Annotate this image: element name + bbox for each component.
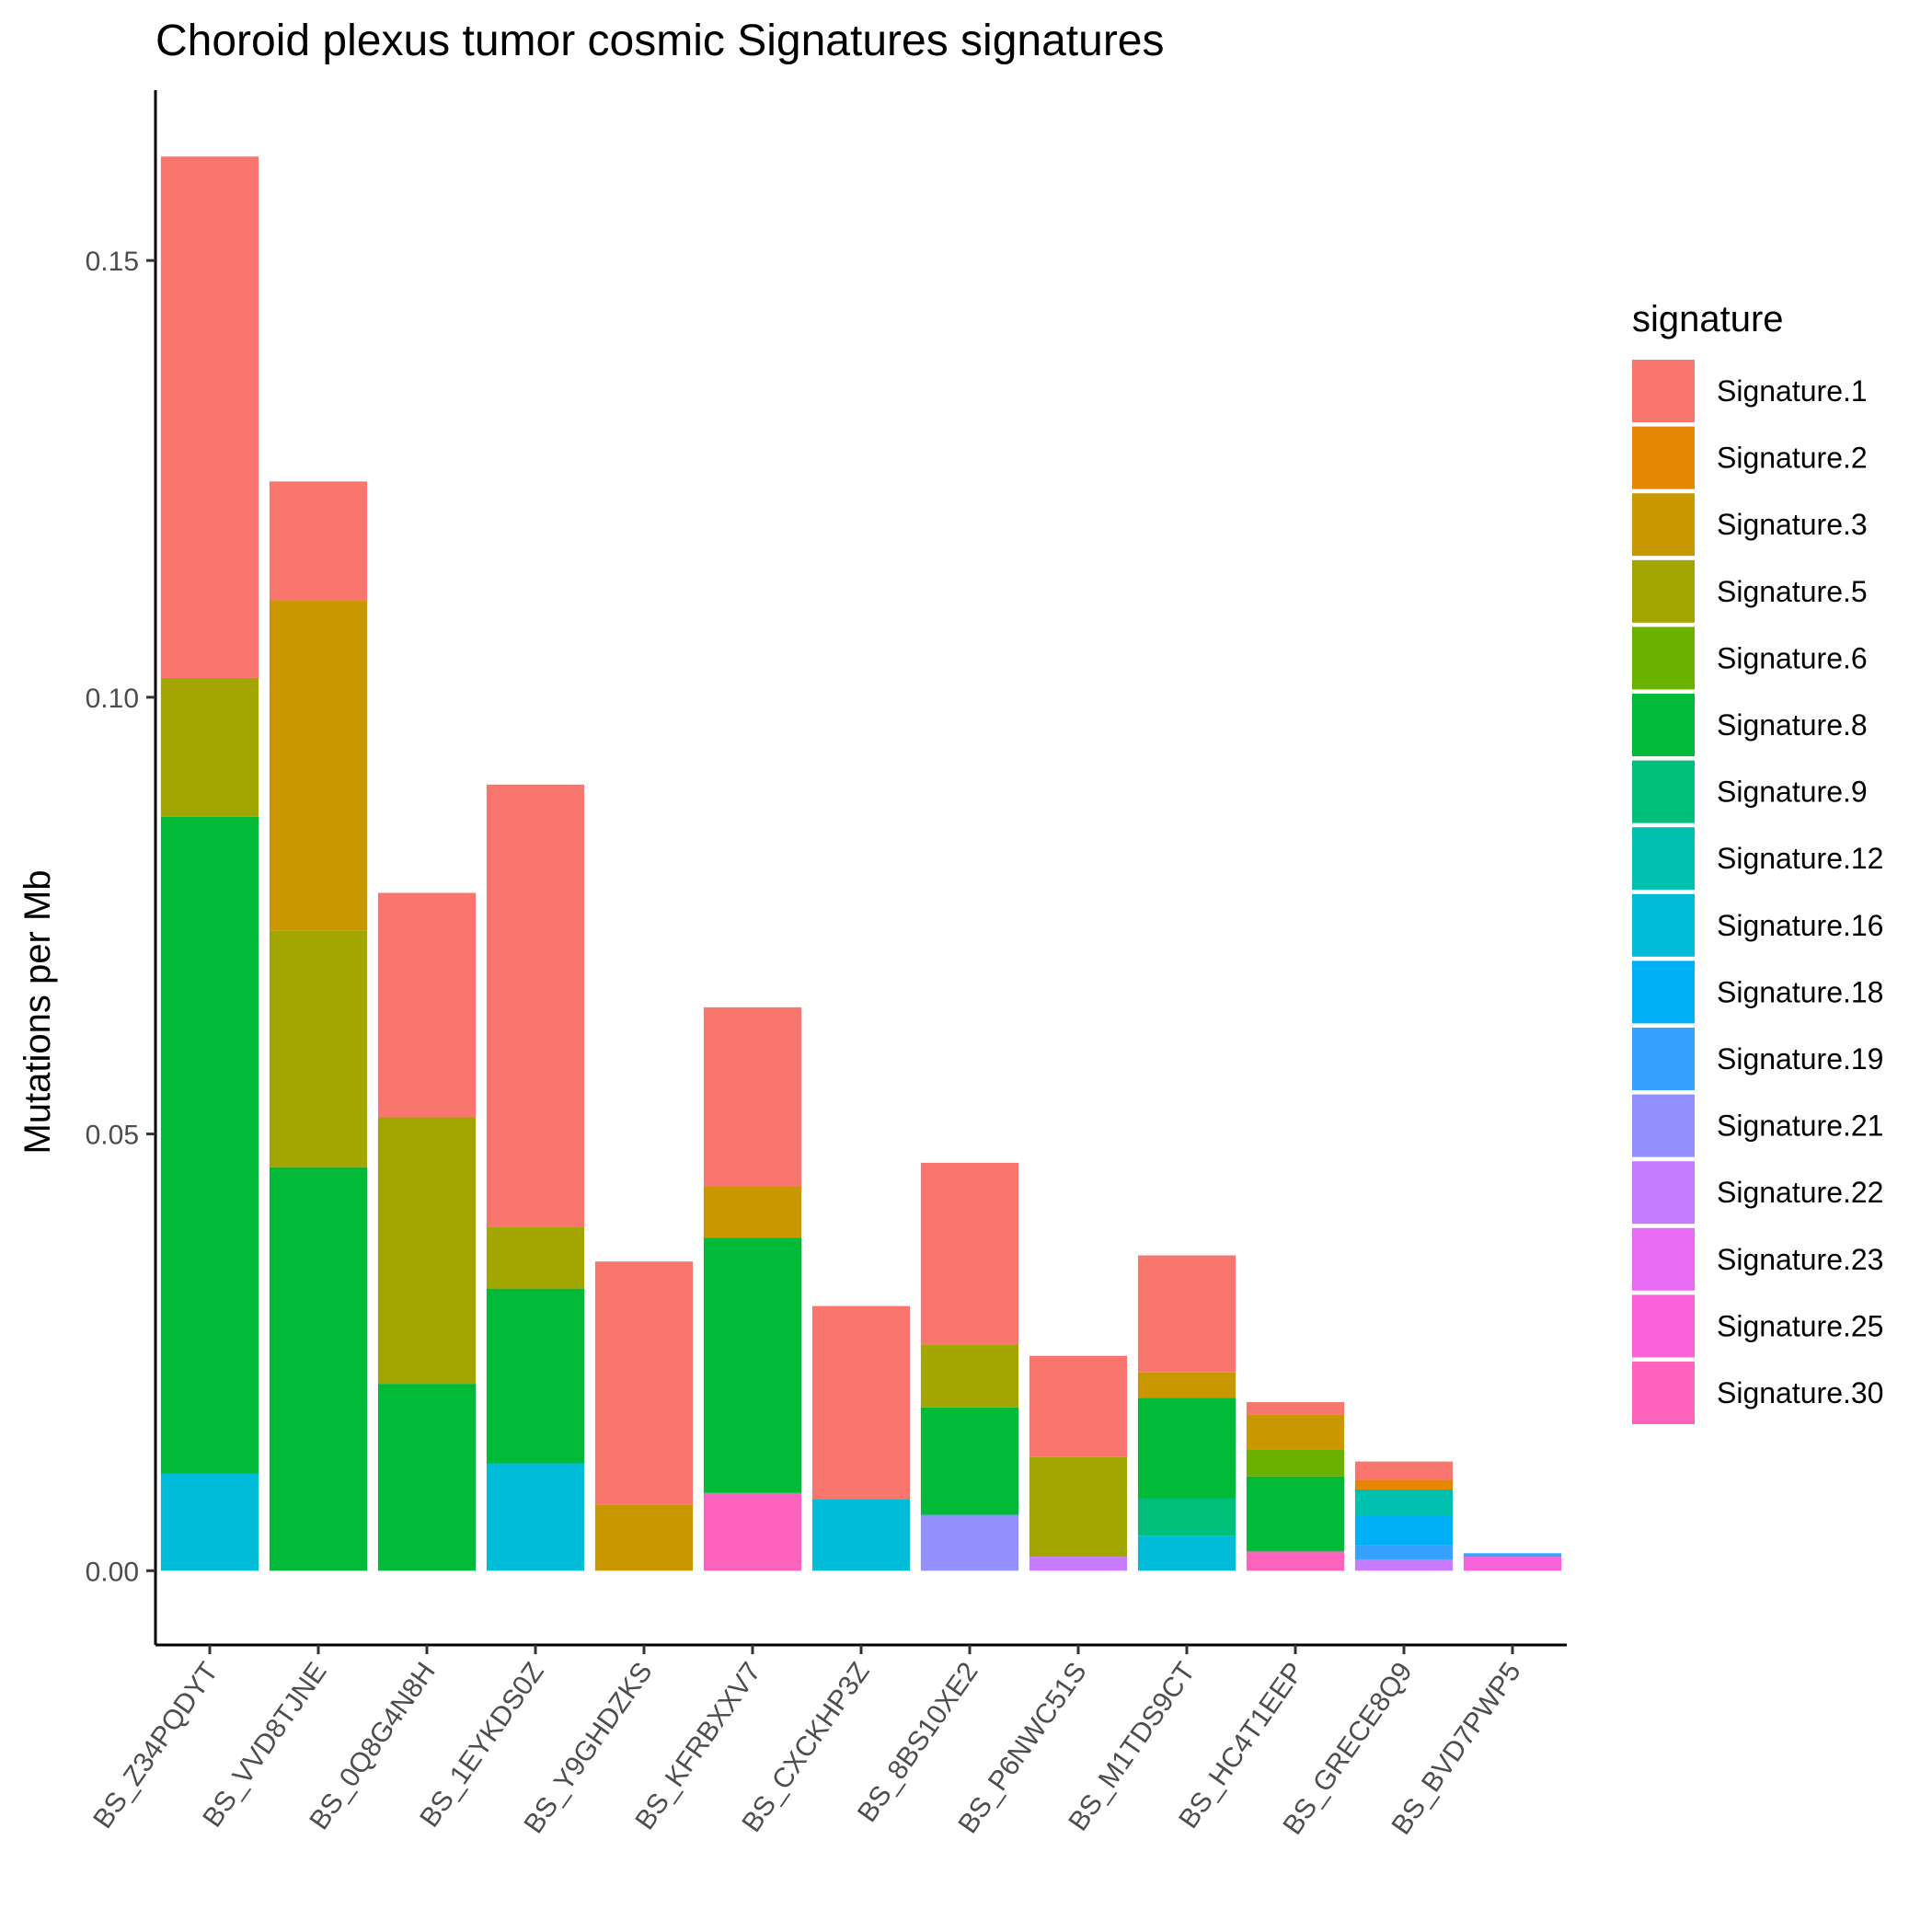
bar-segment-BS_HC4T1EEP-Signature.30 <box>1246 1551 1345 1571</box>
legend-key-Signature.12 <box>1632 827 1695 891</box>
legend-label: Signature.18 <box>1717 975 1883 1008</box>
bar-segment-BS_KFRBXXV7-Signature.30 <box>703 1492 802 1571</box>
y-axis-label: Mutations per Mb <box>17 869 58 1154</box>
bar-segment-BS_8BS10XE2-Signature.1 <box>920 1162 1019 1345</box>
bar-segment-BS_GRECE8Q9-Signature.2 <box>1354 1479 1454 1489</box>
bar-segment-BS_Z34PQDYT-Signature.5 <box>160 677 259 817</box>
bar-segment-BS_0Q8G4N8H-Signature.1 <box>377 892 477 1118</box>
bar-segment-BS_KFRBXXV7-Signature.1 <box>703 1006 802 1187</box>
legend-label: Signature.6 <box>1717 641 1868 674</box>
bar-segment-BS_Z34PQDYT-Signature.1 <box>160 156 259 678</box>
legend-key-Signature.6 <box>1632 627 1695 690</box>
legend-label: Signature.23 <box>1717 1243 1883 1276</box>
legend-key-Signature.5 <box>1632 559 1695 623</box>
legend-label: Signature.25 <box>1717 1309 1883 1342</box>
bar-segment-BS_HC4T1EEP-Signature.6 <box>1246 1449 1345 1477</box>
legend-label: Signature.5 <box>1717 575 1868 608</box>
bar-segment-BS_Y9GHDZKS-Signature.1 <box>594 1261 694 1505</box>
legend-key-Signature.3 <box>1632 493 1695 557</box>
bar-segment-BS_8BS10XE2-Signature.21 <box>920 1514 1019 1571</box>
bar-segment-BS_8BS10XE2-Signature.5 <box>920 1344 1019 1408</box>
bar-segment-BS_M1TDS9CT-Signature.16 <box>1137 1535 1236 1571</box>
bar-segment-BS_VVD8TJNE-Signature.3 <box>269 600 368 931</box>
bar-segment-BS_Z34PQDYT-Signature.16 <box>160 1473 259 1571</box>
legend-key-Signature.1 <box>1632 360 1695 422</box>
legend-label: Signature.12 <box>1717 842 1883 875</box>
legend-label: Signature.3 <box>1717 508 1868 541</box>
bar-segment-BS_VVD8TJNE-Signature.8 <box>269 1167 368 1571</box>
bar-segment-BS_GRECE8Q9-Signature.18 <box>1354 1515 1454 1546</box>
bar-segment-BS_GRECE8Q9-Signature.22 <box>1354 1558 1454 1571</box>
bar-segment-BS_0Q8G4N8H-Signature.5 <box>377 1117 477 1385</box>
bar-segment-BS_P6NWC51S-Signature.1 <box>1029 1355 1128 1457</box>
bar-segment-BS_BVD7PWP5-Signature.19 <box>1463 1553 1562 1558</box>
legend-key-Signature.21 <box>1632 1094 1695 1157</box>
legend-title: signature <box>1632 299 1784 339</box>
bar-segment-BS_HC4T1EEP-Signature.1 <box>1246 1402 1345 1415</box>
bar-segment-BS_HC4T1EEP-Signature.3 <box>1246 1414 1345 1450</box>
legend-key-Signature.22 <box>1632 1161 1695 1225</box>
legend-key-Signature.30 <box>1632 1362 1695 1424</box>
legend-key-Signature.25 <box>1632 1294 1695 1358</box>
bar-segment-BS_VVD8TJNE-Signature.5 <box>269 930 368 1167</box>
bar-segment-BS_BVD7PWP5-Signature.25 <box>1463 1557 1562 1571</box>
bar-segment-BS_KFRBXXV7-Signature.8 <box>703 1237 802 1493</box>
legend-label: Signature.2 <box>1717 442 1868 475</box>
bar-segment-BS_1EYKDS0Z-Signature.1 <box>486 784 585 1227</box>
legend-label: Signature.16 <box>1717 909 1883 942</box>
bar-segment-BS_M1TDS9CT-Signature.1 <box>1137 1255 1236 1373</box>
legend-key-Signature.19 <box>1632 1028 1695 1090</box>
chart-title: Choroid plexus tumor cosmic Signatures s… <box>155 17 1165 65</box>
legend-label: Signature.9 <box>1717 776 1868 809</box>
bar-segment-BS_Y9GHDZKS-Signature.3 <box>594 1504 694 1571</box>
bar-segment-BS_0Q8G4N8H-Signature.8 <box>377 1384 477 1571</box>
bar-segment-BS_KFRBXXV7-Signature.3 <box>703 1186 802 1238</box>
bar-segment-BS_HC4T1EEP-Signature.8 <box>1246 1476 1345 1552</box>
y-tick-label: 0.10 <box>86 684 139 714</box>
legend-label: Signature.22 <box>1717 1176 1883 1209</box>
legend-key-Signature.9 <box>1632 760 1695 823</box>
bar-segment-BS_Z34PQDYT-Signature.8 <box>160 816 259 1474</box>
legend-key-Signature.2 <box>1632 426 1695 489</box>
legend-label: Signature.8 <box>1717 708 1868 742</box>
y-tick-label: 0.00 <box>86 1557 139 1587</box>
legend-label: Signature.30 <box>1717 1376 1883 1409</box>
bar-segment-BS_M1TDS9CT-Signature.3 <box>1137 1372 1236 1398</box>
bar-segment-BS_GRECE8Q9-Signature.1 <box>1354 1461 1454 1480</box>
bar-segment-BS_8BS10XE2-Signature.8 <box>920 1407 1019 1515</box>
legend-key-Signature.23 <box>1632 1227 1695 1291</box>
legend-key-Signature.8 <box>1632 694 1695 756</box>
legend-label: Signature.19 <box>1717 1042 1883 1075</box>
bar-segment-BS_CXCKHP3Z-Signature.1 <box>811 1305 911 1500</box>
legend-label: Signature.1 <box>1717 374 1868 408</box>
bar-area <box>160 156 1562 1571</box>
bar-segment-BS_P6NWC51S-Signature.22 <box>1029 1557 1128 1571</box>
bar-segment-BS_1EYKDS0Z-Signature.16 <box>486 1463 585 1571</box>
x-tick-label: BS_8BS10XE2 <box>852 1657 984 1828</box>
y-tick-label: 0.05 <box>86 1121 139 1151</box>
legend-label: Signature.21 <box>1717 1110 1883 1143</box>
bar-segment-BS_M1TDS9CT-Signature.9 <box>1137 1498 1236 1536</box>
bar-segment-BS_GRECE8Q9-Signature.19 <box>1354 1545 1454 1559</box>
bar-segment-BS_VVD8TJNE-Signature.1 <box>269 481 368 601</box>
bar-segment-BS_GRECE8Q9-Signature.12 <box>1354 1489 1454 1516</box>
y-tick-label: 0.15 <box>86 247 139 277</box>
bar-segment-BS_CXCKHP3Z-Signature.16 <box>811 1499 911 1571</box>
legend-key-Signature.16 <box>1632 893 1695 957</box>
bar-segment-BS_1EYKDS0Z-Signature.8 <box>486 1288 585 1464</box>
legend-key-Signature.18 <box>1632 960 1695 1024</box>
bar-segment-BS_P6NWC51S-Signature.5 <box>1029 1456 1128 1558</box>
legend: signature Signature.1 Signature.2 Signatur… <box>1632 299 1883 1424</box>
bar-segment-BS_M1TDS9CT-Signature.8 <box>1137 1397 1236 1499</box>
bar-segment-BS_1EYKDS0Z-Signature.5 <box>486 1226 585 1289</box>
